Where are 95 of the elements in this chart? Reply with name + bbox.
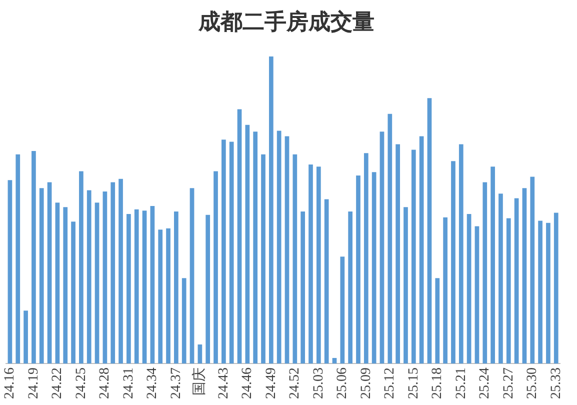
- bar: [86, 190, 92, 364]
- bar: [110, 182, 116, 364]
- bar: [300, 211, 306, 364]
- x-tick-label: 24.22: [50, 368, 66, 399]
- bar: [451, 161, 456, 364]
- bar: [166, 228, 170, 364]
- bar: [32, 150, 36, 364]
- bar: [158, 230, 163, 364]
- bar: [16, 154, 20, 364]
- x-tick-label: 25.27: [501, 368, 516, 399]
- bar: [474, 226, 480, 364]
- bar: [268, 56, 274, 364]
- bar: [261, 154, 266, 364]
- bar: [546, 222, 550, 364]
- bar: [55, 202, 60, 364]
- bar: [482, 182, 488, 364]
- bar: [24, 310, 28, 364]
- x-tick-label: 国庆: [192, 368, 208, 396]
- bar: [458, 144, 464, 364]
- x-tick-label: 25.12: [382, 368, 398, 399]
- x-tick-label: 24.37: [168, 368, 184, 399]
- bar: [237, 109, 242, 364]
- bar: [332, 358, 337, 364]
- bar: [356, 176, 360, 364]
- bar: [198, 344, 202, 364]
- bar: [63, 207, 68, 364]
- bar: [253, 132, 258, 364]
- bar: [522, 188, 527, 364]
- bar: [292, 154, 298, 364]
- bar: [380, 132, 384, 364]
- x-tick-label: 24.31: [121, 368, 136, 399]
- x-tick-label: 24.34: [145, 368, 160, 399]
- bar: [284, 136, 290, 364]
- x-tick-label: 24.43: [216, 368, 232, 399]
- bar: [404, 207, 408, 364]
- x-tick-label: 25.30: [525, 368, 540, 399]
- x-tick-label: 24.19: [26, 368, 42, 399]
- bar: [94, 202, 100, 364]
- bar: [150, 206, 155, 364]
- bar: [245, 124, 250, 364]
- x-tick-label: 24.52: [288, 368, 303, 399]
- x-tick-label: 25.03: [311, 368, 326, 399]
- bar: [190, 188, 194, 364]
- bar: [396, 144, 400, 364]
- x-tick-label: 25.06: [335, 368, 350, 399]
- bar: [222, 140, 226, 364]
- bar: [554, 212, 558, 364]
- bar: [514, 198, 519, 364]
- bar: [229, 142, 234, 364]
- bar: [79, 171, 84, 364]
- bar: [276, 130, 282, 364]
- bar: [102, 192, 108, 364]
- x-tick-label: 25.15: [406, 368, 422, 399]
- bar: [348, 211, 352, 364]
- bar: [388, 114, 392, 364]
- bar: [538, 220, 542, 364]
- bar: [126, 214, 131, 364]
- bar: [498, 194, 503, 364]
- x-tick-label: 24.46: [240, 368, 256, 399]
- x-tick-label: 24.16: [2, 368, 18, 399]
- x-tick-label: 24.25: [74, 368, 89, 399]
- bar: [506, 218, 511, 364]
- chart-title: 成都二手房成交量: [198, 8, 374, 35]
- bar: [134, 209, 139, 364]
- bar: [530, 176, 535, 364]
- bar: [316, 166, 321, 364]
- x-tick-label: 25.18: [430, 368, 446, 399]
- bar: [466, 214, 472, 364]
- bar: [324, 199, 329, 364]
- bar: [8, 180, 12, 364]
- x-tick-label: 25.24: [478, 368, 493, 399]
- bar: [182, 278, 186, 364]
- bar: [47, 182, 52, 364]
- bar: [71, 222, 76, 364]
- bar: [490, 166, 495, 364]
- x-tick-label: 25.21: [454, 368, 469, 399]
- x-tick-label: 25.09: [358, 368, 374, 399]
- x-tick-label: 24.49: [264, 368, 279, 399]
- bar: [427, 98, 432, 364]
- bar: [308, 164, 313, 364]
- x-tick-label: 24.28: [98, 368, 113, 399]
- bar: [435, 278, 440, 364]
- x-tick-label: 25.33: [548, 368, 564, 399]
- bar: [214, 171, 218, 364]
- bar: [340, 256, 345, 364]
- bar: [364, 153, 368, 364]
- bar: [411, 150, 416, 364]
- bar: [142, 210, 147, 364]
- bar: [206, 214, 210, 364]
- bar: [174, 211, 178, 364]
- bar: [419, 136, 424, 364]
- bar: [39, 188, 44, 364]
- bar: [372, 172, 376, 364]
- bar: [443, 217, 448, 364]
- bar: [118, 178, 123, 364]
